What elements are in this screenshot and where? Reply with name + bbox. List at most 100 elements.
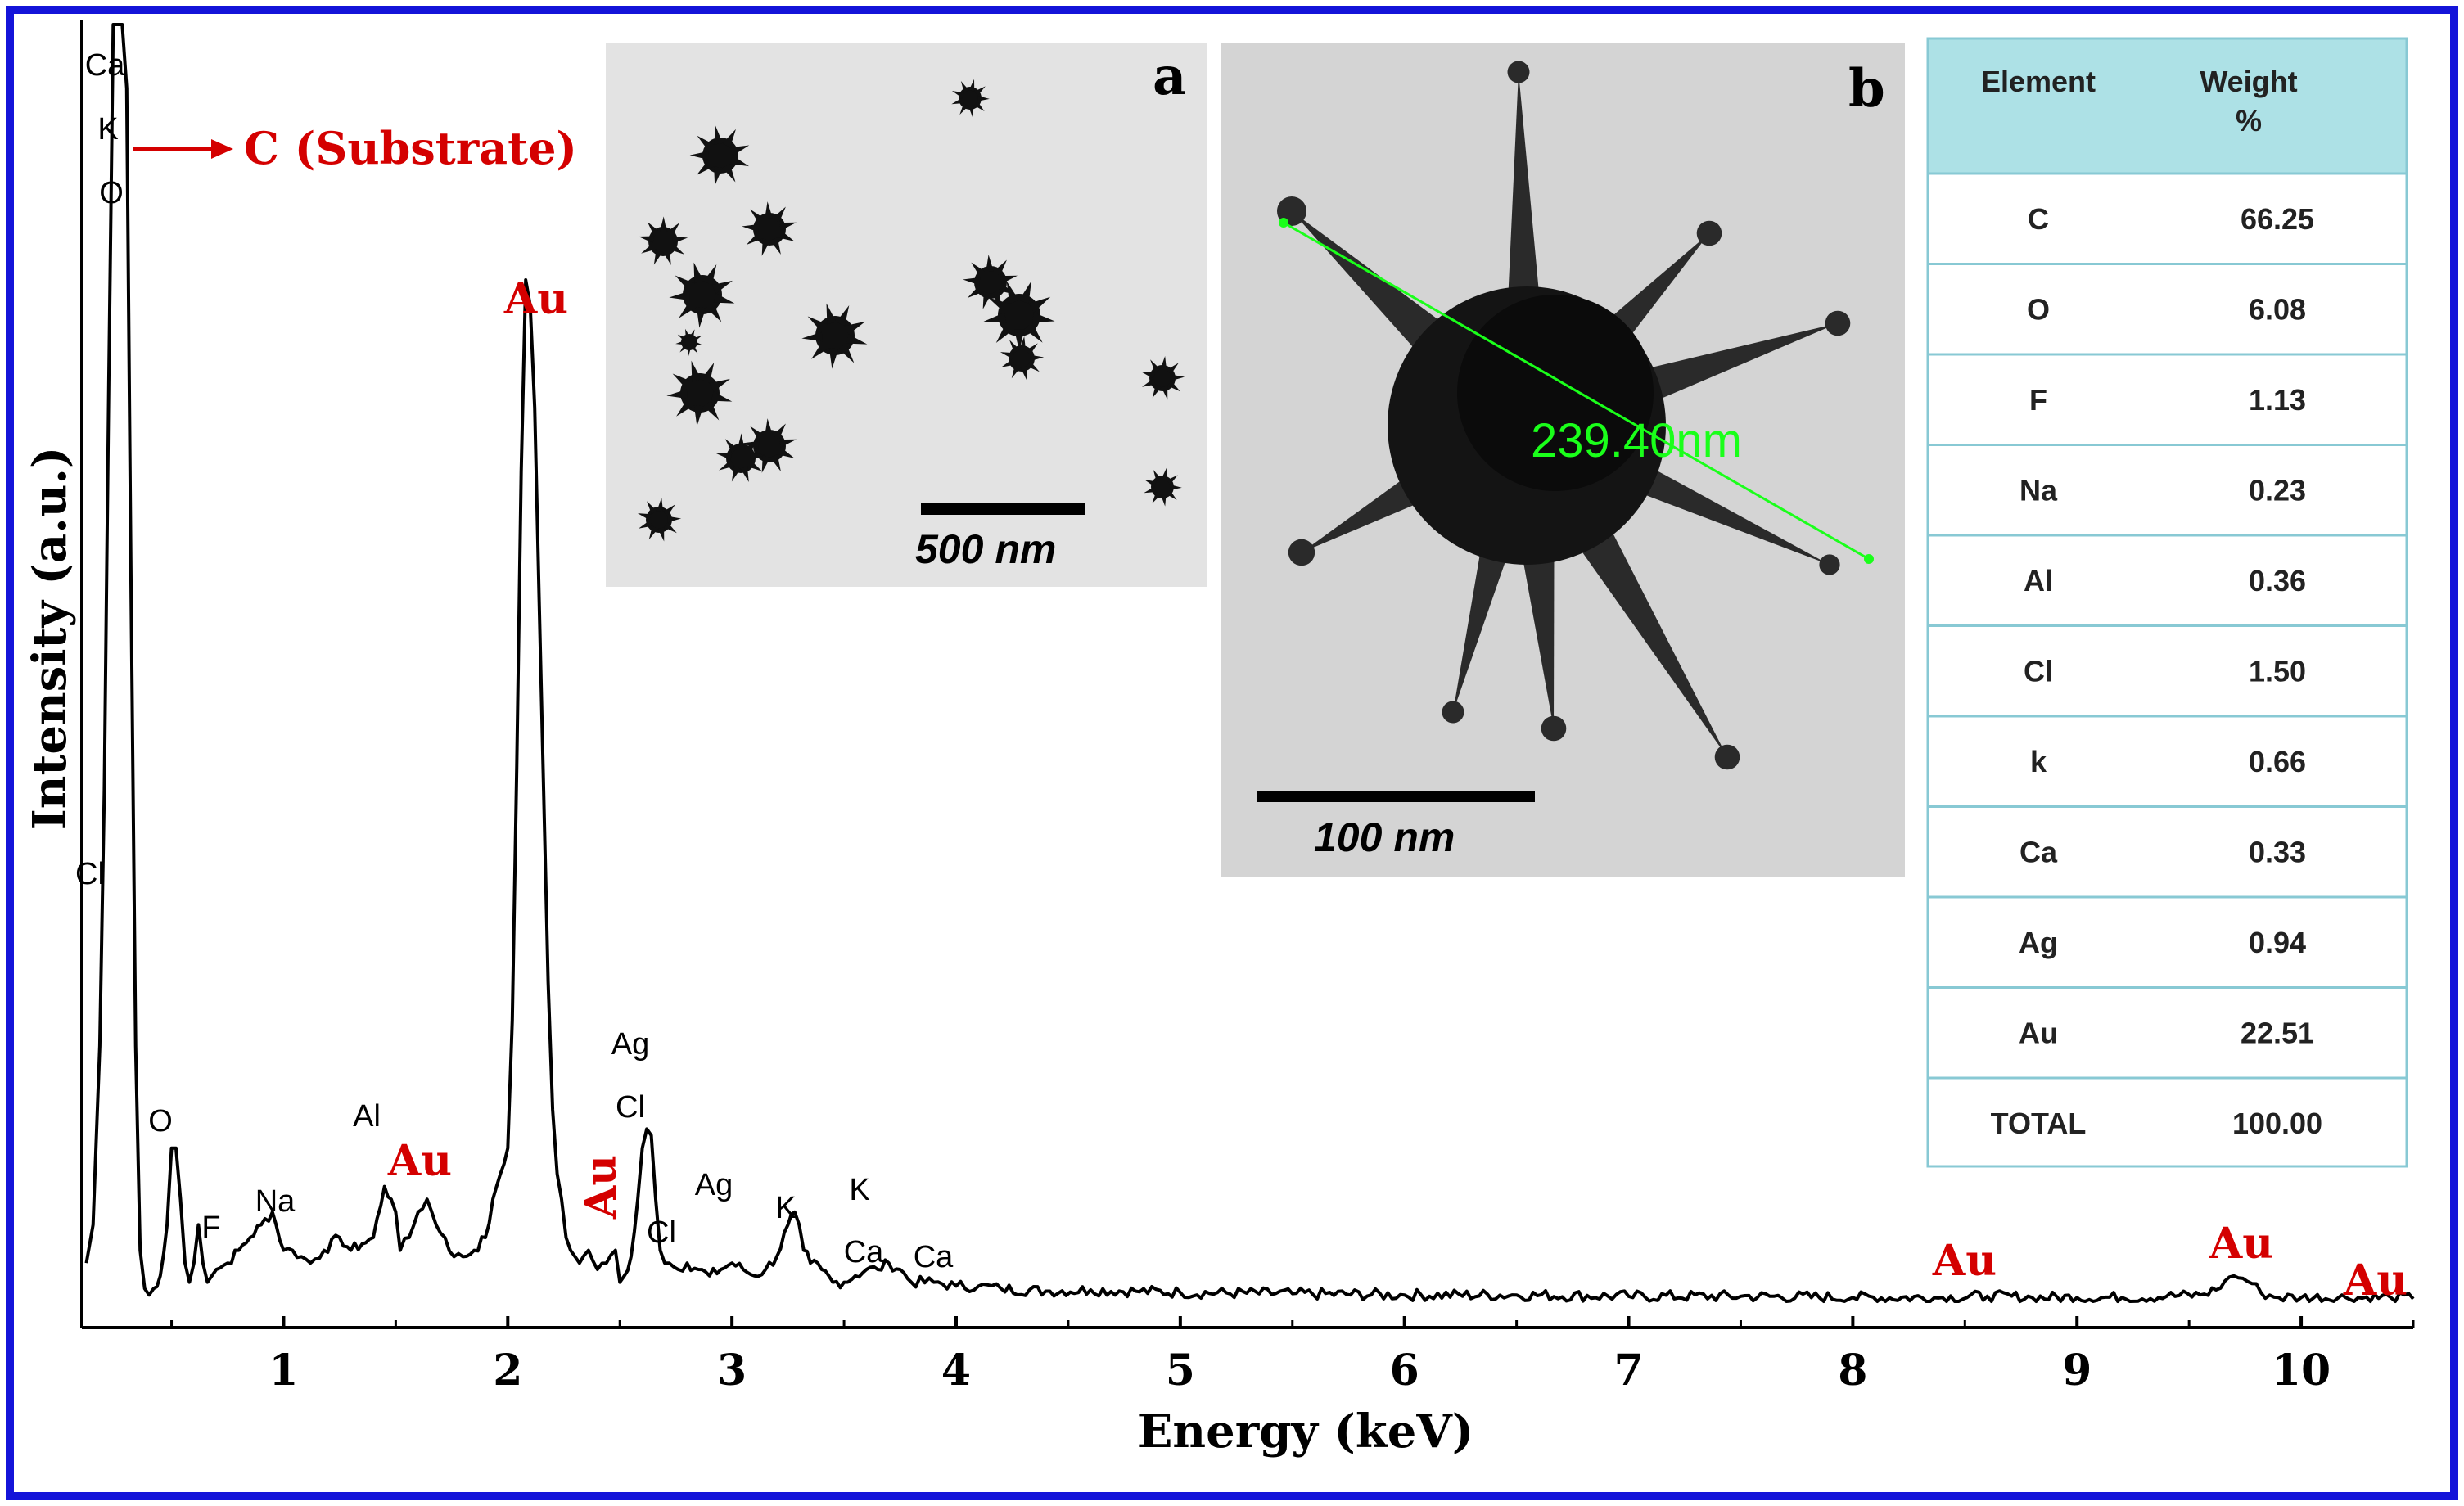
nanoparticle-spike	[747, 460, 763, 471]
nanostar-spike-tip	[1714, 744, 1740, 770]
nanoparticle-spike	[1011, 364, 1021, 379]
measure-label: 239.40nm	[1531, 414, 1742, 467]
peak-label: Na	[255, 1184, 296, 1219]
nanoparticle-spike	[995, 322, 1014, 344]
nanoparticle-spike	[1171, 374, 1185, 381]
table-cell-weight: 6.08	[2249, 293, 2306, 327]
nanoparticle-spike	[701, 363, 715, 384]
peak-label: Ag	[611, 1027, 649, 1062]
nanoparticle-spike	[1167, 475, 1178, 485]
nanoparticle-spike	[811, 341, 829, 359]
measure-start-dot	[1279, 218, 1288, 228]
nanoparticle-spike	[722, 163, 736, 183]
nanoparticle-spike	[731, 466, 741, 482]
x-tick-label: 6	[1390, 1346, 1419, 1396]
nanoparticle-spike	[801, 331, 823, 342]
nanoparticle-spike	[828, 348, 839, 369]
nanoparticle-spike	[691, 345, 698, 354]
nanoparticle-spike	[993, 259, 1007, 277]
nanoparticle-spike	[1028, 296, 1051, 313]
nanoparticle-spike	[676, 399, 694, 417]
nanoparticle-spike	[669, 291, 690, 301]
au-peak-label: Au	[576, 1155, 626, 1220]
nanoparticle-spike	[689, 151, 709, 160]
nanoparticle-spike	[719, 459, 734, 471]
table-cell-element: C	[2028, 202, 2049, 236]
nanoparticle-spike	[973, 101, 985, 111]
nanoparticle-spike	[691, 360, 702, 382]
nanoparticle-spike	[679, 345, 688, 353]
table-header-element: Element	[1981, 65, 2096, 98]
nanoparticle-spike	[637, 513, 652, 521]
nanoparticle-spike	[1167, 363, 1179, 375]
nanoparticle-spike	[1153, 469, 1162, 482]
nanoparticle-spike	[706, 302, 722, 322]
nanoparticle-spike	[838, 343, 855, 363]
nanoparticle-spike	[729, 145, 750, 156]
nanoparticle-spike	[761, 238, 771, 256]
nanoparticle-spike	[960, 80, 969, 93]
nanoparticle-spike	[648, 525, 658, 540]
inset-a-panel-label: a	[1153, 46, 1186, 107]
nanoparticle-spike	[1150, 359, 1161, 373]
nanostar-core-inner	[1457, 295, 1654, 491]
nanoparticle-spike	[750, 453, 766, 461]
nanoparticle-spike	[1006, 281, 1019, 304]
table-cell-weight: 0.94	[2249, 926, 2306, 959]
nanoparticle-spike	[987, 297, 1010, 313]
table-cell-weight: 1.50	[2249, 655, 2306, 688]
nanoparticle-spike	[769, 454, 781, 472]
nanoparticle-spike	[765, 201, 773, 219]
nanoparticle-spike	[667, 516, 682, 523]
nanoparticle-spike	[714, 125, 723, 145]
nanostar-spike-tip	[1541, 715, 1567, 742]
nanoparticle-spike	[986, 255, 994, 273]
nanoparticle-spike	[826, 303, 837, 325]
table-frame	[1926, 37, 2408, 1168]
x-tick-label: 4	[941, 1346, 971, 1396]
nanoparticle-spike	[844, 321, 866, 335]
nanoparticle-spike	[663, 504, 675, 516]
nanoparticle-spike	[666, 223, 680, 237]
nanostar-spike-tip	[1825, 310, 1851, 336]
nanoparticle-spike	[778, 222, 797, 231]
inset-a-scale-label: 500 nm	[915, 526, 1056, 572]
nanoparticle-spike	[777, 230, 795, 241]
nanoparticle-spike	[1024, 322, 1043, 343]
nanoparticle-spike	[722, 129, 736, 148]
table-cell-element: Cl	[2024, 655, 2053, 688]
nanoparticle-spike	[679, 300, 697, 318]
table-cell-element: Al	[2024, 564, 2053, 597]
measure-line	[1283, 221, 1870, 561]
x-tick-label: 9	[2062, 1346, 2092, 1396]
nanoparticle-spike	[1027, 361, 1040, 372]
nanoparticle-spike	[772, 423, 786, 440]
peak-label: O	[99, 176, 124, 210]
nanoparticle-spike	[737, 433, 745, 449]
peak-label: Cl	[75, 857, 105, 891]
peak-label: F	[201, 1211, 220, 1245]
nanoparticle-spike	[1152, 492, 1161, 504]
nanoparticle-spike	[697, 135, 715, 151]
table-cell-element: F	[2029, 383, 2047, 417]
nanoparticle-spike	[1142, 378, 1156, 387]
table-cell-element: Ca	[2019, 836, 2058, 869]
nanoparticle-spike	[729, 156, 750, 167]
nanoparticle-spike	[974, 86, 986, 97]
nanoparticle-spike	[778, 439, 797, 448]
au-peak-label: Au	[503, 274, 568, 324]
nanoparticle-spike	[638, 236, 655, 243]
nanoparticle-spike	[641, 242, 657, 254]
nanoparticle-spike	[772, 206, 786, 223]
substrate-annotation: C (Substrate)	[133, 122, 577, 174]
nanostar-spike-tip	[1696, 220, 1722, 246]
peak-label: K	[849, 1173, 869, 1207]
x-axis-title: Energy (keV)	[1138, 1405, 1474, 1459]
nanoparticle-spike	[647, 501, 657, 515]
table-cell-weight: 100.00	[2232, 1107, 2322, 1140]
nanoparticle-spike	[657, 497, 664, 512]
nanoparticle-spike	[693, 405, 704, 426]
table-cell-element: TOTAL	[1991, 1107, 2087, 1140]
nanoparticle-spike	[703, 400, 720, 421]
